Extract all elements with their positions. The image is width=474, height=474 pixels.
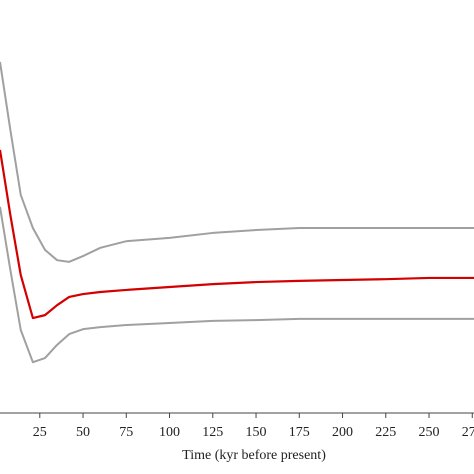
x-tick-label: 275: [462, 425, 474, 440]
series-line: [0, 206, 474, 364]
x-tick-label: 250: [419, 425, 440, 440]
series-line: [0, 61, 474, 263]
x-tick-label: 225: [375, 425, 396, 440]
x-axis-label: Time (kyr before present): [182, 448, 326, 463]
x-tick-label: 200: [332, 425, 353, 440]
x-tick-label: 100: [159, 425, 180, 440]
x-tick-label: 25: [33, 425, 47, 440]
x-tick-label: 150: [246, 425, 267, 440]
x-tick-label: 175: [289, 425, 310, 440]
x-tick-label: 50: [76, 425, 90, 440]
x-tick-label: 125: [202, 425, 223, 440]
x-tick-label: 75: [119, 425, 133, 440]
series-line: [0, 149, 474, 320]
